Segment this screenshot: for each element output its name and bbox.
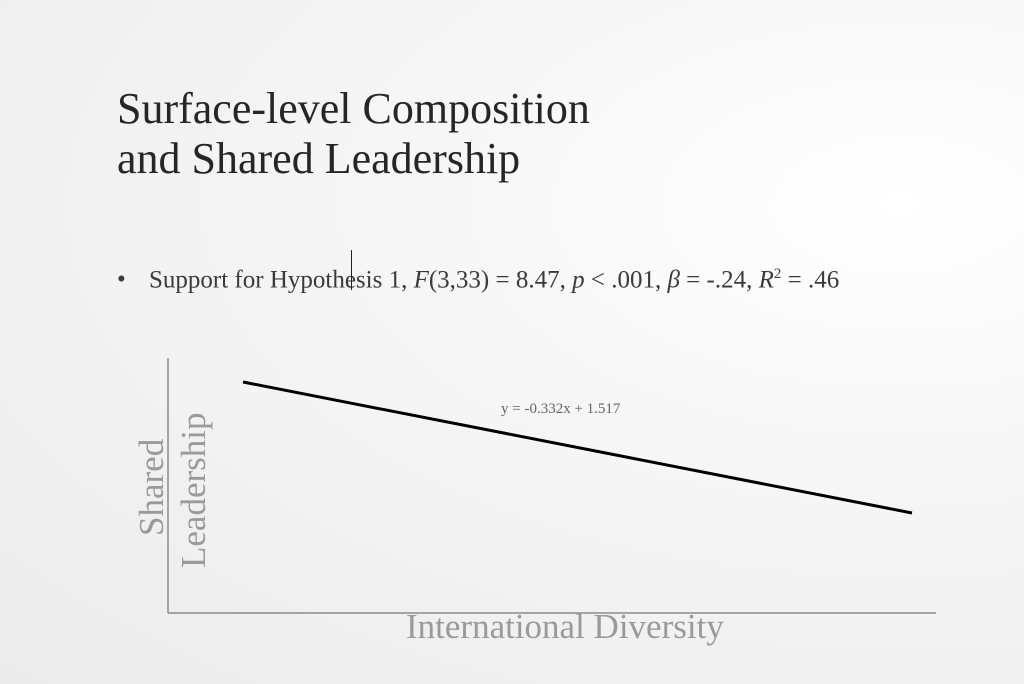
beta-symbol: β [667,266,680,294]
beta-value: = -.24, [679,266,759,294]
bullet-lead-text: Support for Hypothesis 1, [149,266,414,294]
r-squared-superscript: 2 [773,266,782,282]
y-axis-label-line-1: Shared [132,438,171,536]
p-symbol: p [572,266,585,294]
trendline-equation: y = -0.332x + 1.517 [501,401,621,417]
hypothesis-bullet: • Support for Hypothesis 1, F(3,33) = 8.4… [117,266,997,294]
p-value: < .001, [584,266,668,294]
r-squared-value: = .46 [781,266,840,294]
slide-title: Surface-level Composition and Shared Lea… [117,84,877,184]
f-statistic-symbol: F [413,266,429,294]
title-line-2: and Shared Leadership [117,134,521,183]
title-line-1: Surface-level Composition [117,84,590,133]
trend-line [242,380,913,515]
y-axis-label-line-2: Leadership [174,413,213,568]
x-axis-label: International Diversity [406,607,724,646]
bullet-symbol: • [117,266,126,294]
r-squared-symbol: R [758,266,774,294]
text-cursor [351,250,352,290]
f-statistic-value: (3,33) = 8.47, [428,266,573,294]
